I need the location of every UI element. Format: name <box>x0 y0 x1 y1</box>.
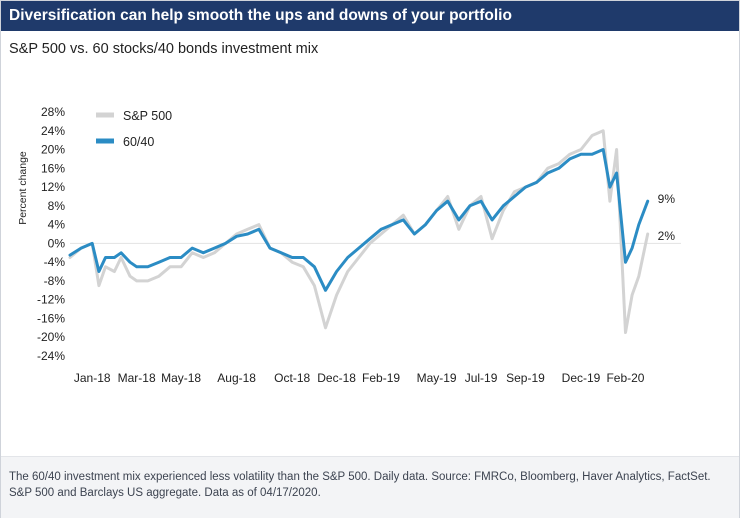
series-line-sp500 <box>68 129 650 334</box>
x-tick-label: Feb-20 <box>606 371 644 385</box>
series-line-6040 <box>68 148 650 292</box>
x-tick-label: Sep-19 <box>506 371 545 385</box>
y-tick-label: -24% <box>37 349 65 363</box>
x-tick-label: Dec-19 <box>562 371 601 385</box>
y-tick-label: -20% <box>37 330 65 344</box>
x-tick-label: Aug-18 <box>217 371 256 385</box>
y-tick-label: 8% <box>48 199 66 213</box>
y-tick-label: -16% <box>37 311 65 325</box>
legend-label-sp500: S&P 500 <box>123 109 172 123</box>
title-bar: Diversification can help smooth the ups … <box>1 1 739 31</box>
footer-panel: The 60/40 investment mix experienced les… <box>1 456 739 518</box>
series-layer <box>68 129 650 334</box>
end-labels: 2% 9% <box>658 192 676 243</box>
chart-subtitle: S&P 500 vs. 60 stocks/40 bonds investmen… <box>9 41 319 57</box>
end-label-6040: 9% <box>658 192 676 206</box>
y-tick-label: 12% <box>41 180 65 194</box>
legend-label-6040: 60/40 <box>123 135 154 149</box>
x-tick-label: May-19 <box>417 371 457 385</box>
line-chart: 28% 24% 20% 16% 12% 8% 4% 0% -4% -8% -12% -16% -20% -… <box>17 105 681 385</box>
legend: S&P 500 60/40 <box>96 109 172 149</box>
x-tick-label: Jan-18 <box>74 371 111 385</box>
y-axis: 28% 24% 20% 16% 12% 8% 4% 0% -4% -8% -12% -16% -20% -… <box>37 105 65 363</box>
x-tick-label: Jul-19 <box>465 371 498 385</box>
x-tick-label: Dec-18 <box>317 371 356 385</box>
x-tick-label: May-18 <box>161 371 201 385</box>
y-tick-label: -12% <box>37 293 65 307</box>
chart-panel: 28% 24% 20% 16% 12% 8% 4% 0% -4% -8% -12% -16% -20% -… <box>1 62 739 454</box>
chart-title: Diversification can help smooth the ups … <box>9 7 512 24</box>
y-tick-label: 4% <box>48 218 66 232</box>
y-tick-label: 20% <box>41 143 65 157</box>
y-tick-label: -8% <box>44 274 66 288</box>
y-tick-label: 28% <box>41 105 65 119</box>
y-tick-label: 24% <box>41 124 65 138</box>
x-axis: Jan-18 Mar-18 May-18 Aug-18 Oct-18 Dec-18 Feb-… <box>74 371 645 385</box>
x-tick-label: Feb-19 <box>362 371 400 385</box>
x-tick-label: Mar-18 <box>118 371 156 385</box>
footer-note: The 60/40 investment mix experienced les… <box>9 471 711 499</box>
y-tick-label: -4% <box>44 255 66 269</box>
y-axis-label: Percent change <box>17 151 29 225</box>
end-label-sp500: 2% <box>658 229 676 243</box>
y-tick-label: 0% <box>48 236 66 250</box>
x-tick-label: Oct-18 <box>274 371 310 385</box>
y-tick-label: 16% <box>41 161 65 175</box>
